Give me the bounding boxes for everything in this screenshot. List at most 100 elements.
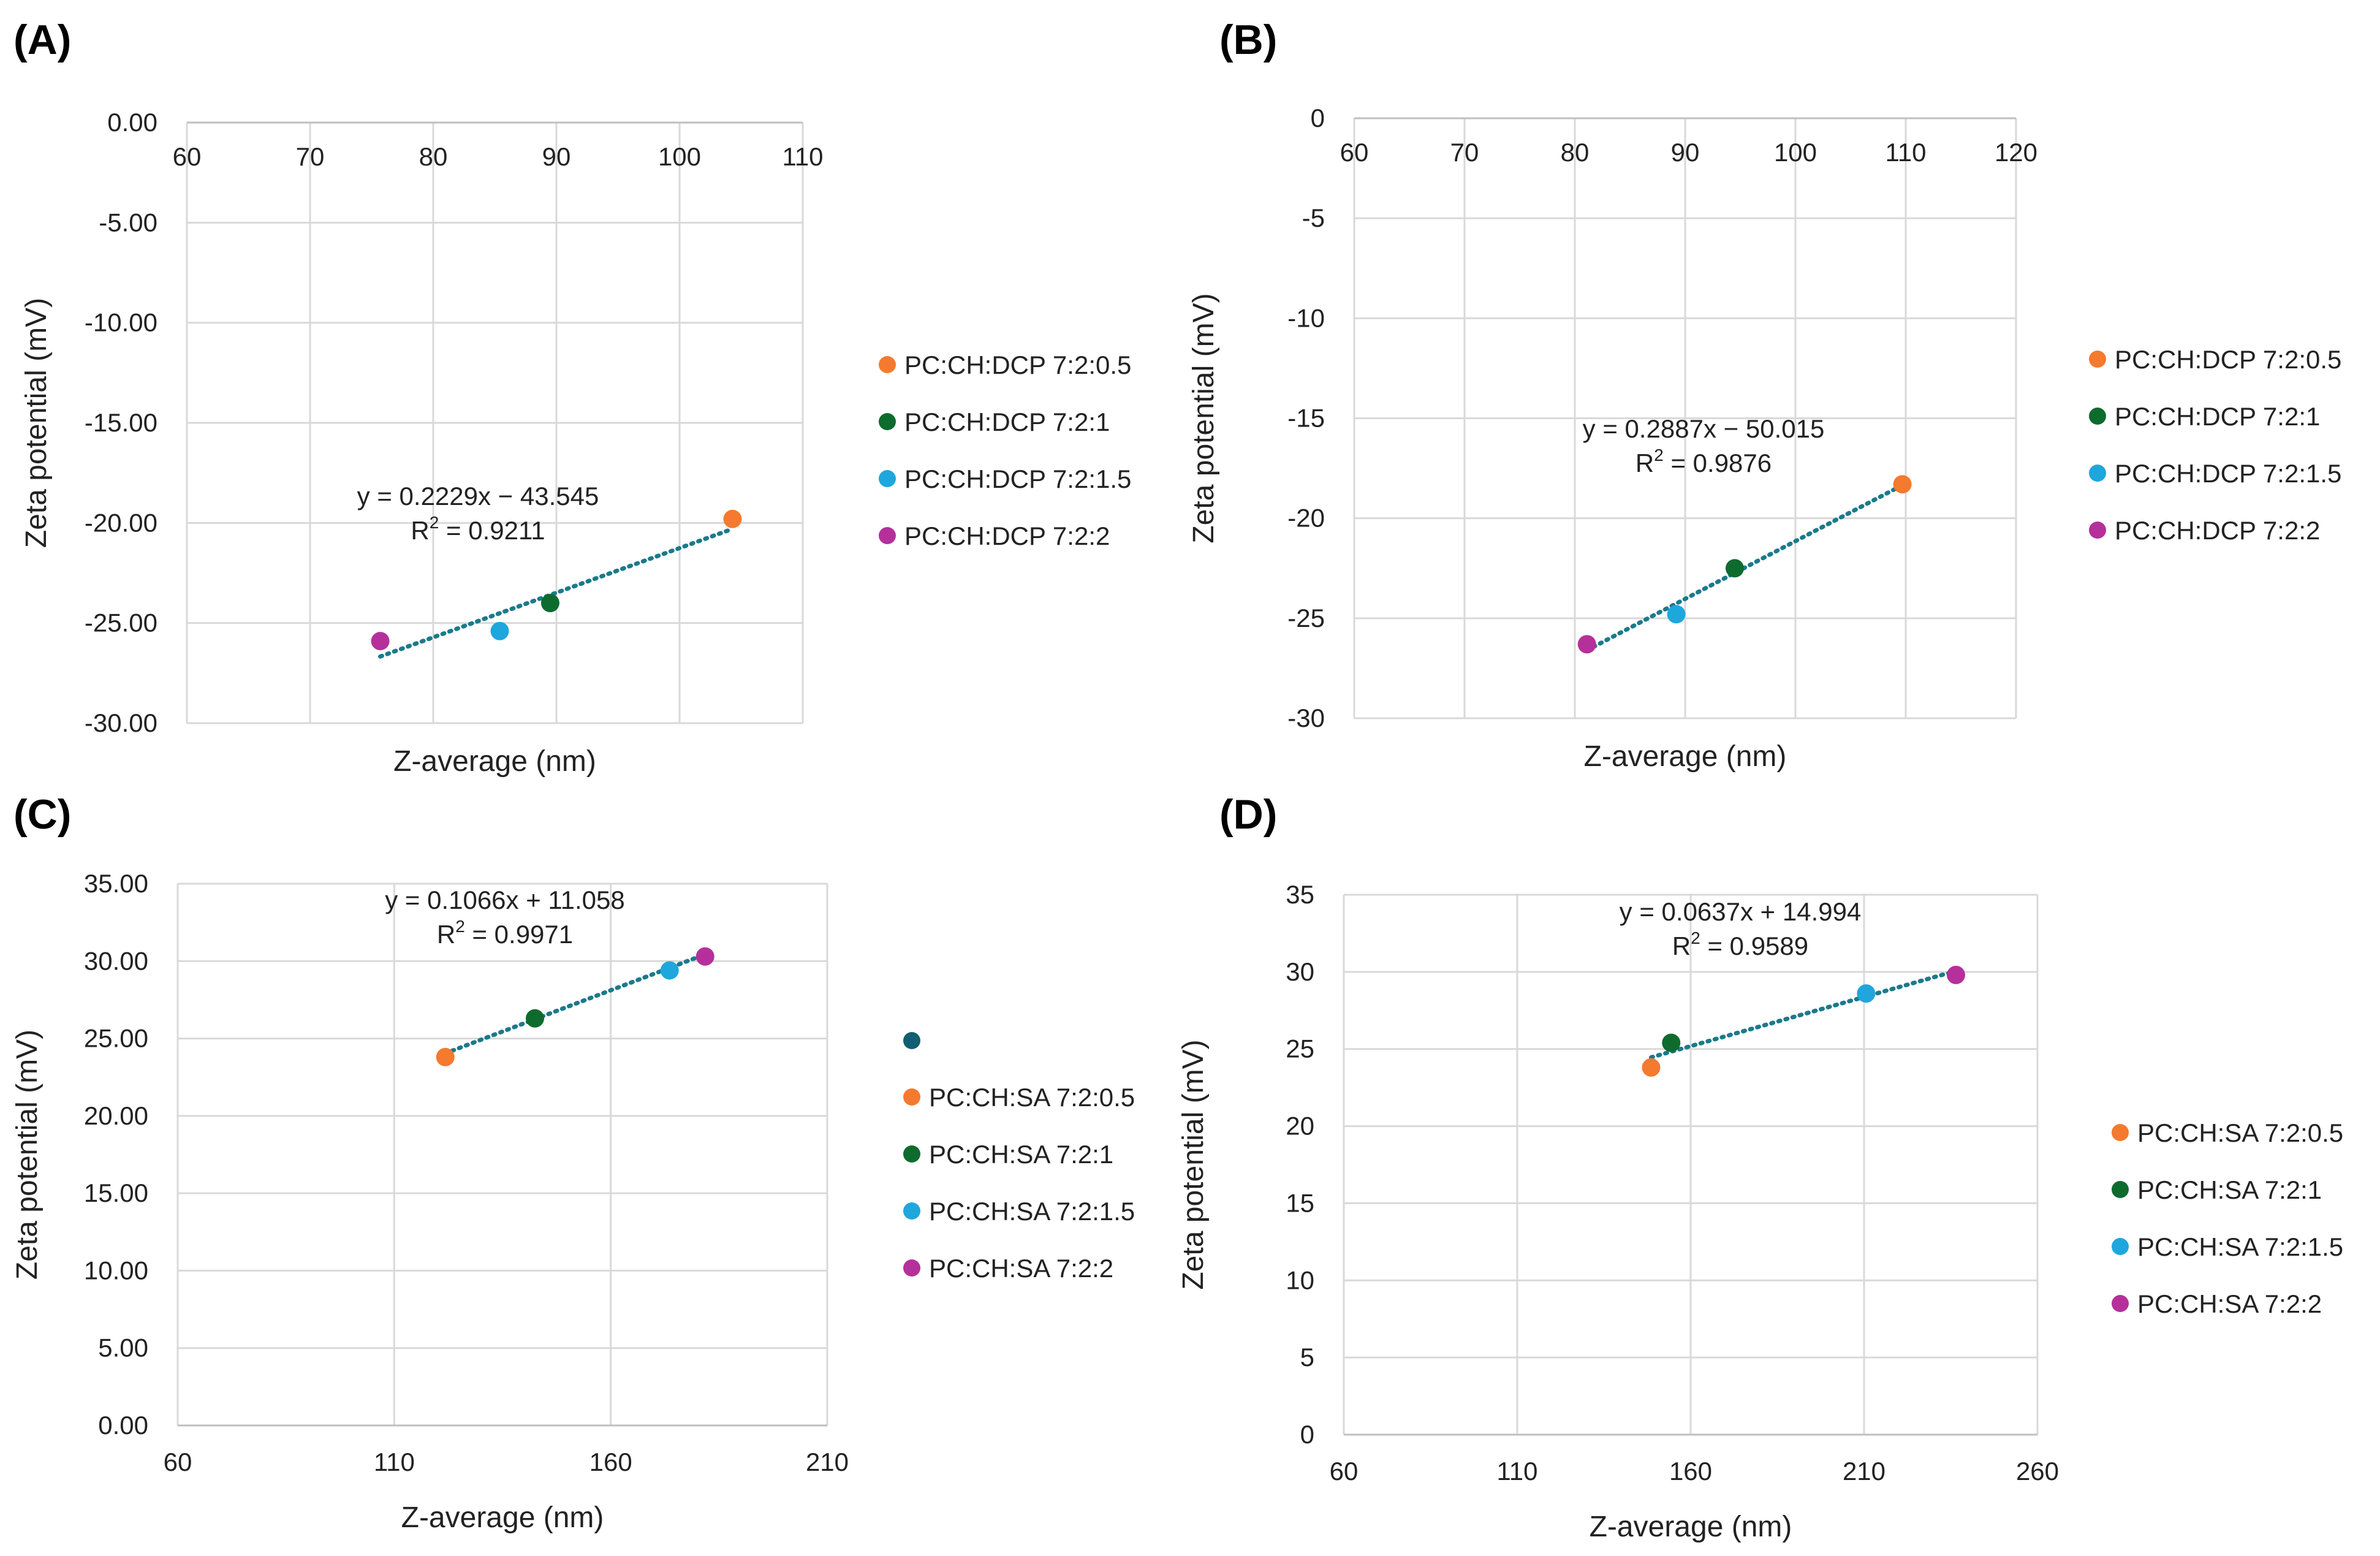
- x-axis-title: Z-average (nm): [401, 1501, 604, 1534]
- legend-marker: [2089, 465, 2106, 482]
- r-squared-exponent: 2: [1691, 928, 1700, 947]
- y-tick-label: 15.00: [84, 1178, 148, 1207]
- y-tick-label: 25: [1286, 1034, 1314, 1063]
- legend-marker: [2112, 1124, 2129, 1141]
- y-tick-label: -30: [1287, 704, 1325, 732]
- legend-marker: [879, 527, 896, 544]
- x-tick-label: 110: [1885, 138, 1927, 167]
- y-tick-label: 35.00: [84, 869, 148, 898]
- x-axis-title: Z-average (nm): [393, 745, 596, 778]
- r-squared-symbol: R: [1672, 932, 1691, 960]
- data-point: [1577, 635, 1596, 654]
- y-tick-label: 30: [1286, 957, 1314, 986]
- legend-entry-label: PC:CH:DCP 7:2:1.5: [904, 465, 1131, 493]
- y-tick-label: -10.00: [85, 308, 157, 337]
- r-squared-label: R2 = 0.9211: [411, 513, 545, 545]
- x-tick-label: 260: [2016, 1457, 2059, 1486]
- y-tick-label: -5.00: [99, 208, 157, 237]
- x-tick-label: 60: [1340, 138, 1369, 167]
- chart-panel-c: (C) 0.00 5.00 10.00 15.00 20.00 25.00 30.00 35.0…: [11, 791, 1135, 1534]
- x-tick-label: 110: [1497, 1457, 1538, 1486]
- y-axis-title: Zeta potential (mV): [11, 1030, 44, 1280]
- y-tick-label: 0: [1300, 1420, 1314, 1449]
- x-tick-label: 60: [1330, 1457, 1359, 1486]
- data-point: [695, 947, 714, 966]
- y-tick-label: 5: [1300, 1343, 1314, 1372]
- legend-entry-label: PC:CH:SA 7:2:1.5: [929, 1197, 1135, 1226]
- r-squared-value: = 0.9876: [1664, 449, 1772, 477]
- y-tick-label: 0.00: [98, 1411, 148, 1440]
- chart-panel-a: (A) 0.00 -5.00 -10.00 -15.00 -20.00 -25.00 -30.…: [13, 17, 1131, 778]
- y-tick-label: -20.00: [85, 508, 157, 537]
- data-point: [1946, 965, 1965, 984]
- data-point: [660, 961, 679, 980]
- y-tick-label: 0.00: [107, 108, 157, 137]
- legend-entry-label: PC:CH:DCP 7:2:2: [904, 522, 1110, 550]
- r-squared-symbol: R: [1635, 449, 1654, 477]
- y-tick-label: 35: [1286, 880, 1314, 909]
- y-tick-label: -30.00: [85, 708, 157, 737]
- legend-marker: [2112, 1295, 2129, 1312]
- x-tick-label: 110: [374, 1448, 415, 1476]
- chart-panel-b: (B) 0 -5 -10 -15 -20 -25 -30 60 70 80 90 100 110 120 Z-…: [1188, 17, 2341, 773]
- legend-entry-label: PC:CH:SA 7:2:1.5: [2137, 1232, 2343, 1261]
- legend-entry-label: PC:CH:DCP 7:2:1: [2115, 402, 2320, 431]
- trendline-equation: y = 0.2229x − 43.545: [357, 482, 599, 510]
- x-tick-label: 160: [589, 1448, 632, 1476]
- y-tick-label: 15: [1286, 1188, 1314, 1217]
- r-squared-label: R2 = 0.9971: [437, 917, 573, 949]
- data-point: [526, 1009, 544, 1028]
- y-tick-label: -25: [1287, 604, 1325, 632]
- legend-marker: [879, 356, 896, 373]
- r-squared-exponent: 2: [430, 513, 439, 532]
- y-axis-title: Zeta potential (mV): [1188, 293, 1220, 543]
- trendline-equation: y = 0.2887x − 50.015: [1583, 414, 1825, 443]
- x-axis-title: Z-average (nm): [1590, 1511, 1792, 1543]
- y-tick-label: -15.00: [85, 408, 157, 437]
- legend-marker: [903, 1202, 920, 1220]
- y-tick-label: 20.00: [84, 1101, 148, 1130]
- legend: PC:CH:DCP 7:2:0.5 PC:CH:DCP 7:2:1 PC:CH:DC…: [879, 351, 1131, 550]
- x-tick-label: 100: [1774, 138, 1817, 167]
- legend-marker: [903, 1088, 920, 1106]
- trendline-equation: y = 0.1066x + 11.058: [385, 886, 625, 914]
- y-tick-label: 30.00: [84, 946, 148, 975]
- legend-marker: [2089, 351, 2106, 368]
- x-tick-label: 70: [1450, 138, 1479, 167]
- legend-entry-label: PC:CH:DCP 7:2:2: [2115, 516, 2320, 545]
- x-tick-label: 60: [173, 142, 202, 171]
- y-tick-label: 10.00: [84, 1256, 148, 1285]
- y-axis-title: Zeta potential (mV): [20, 298, 53, 548]
- data-point: [1642, 1058, 1661, 1077]
- r-squared-symbol: R: [411, 516, 429, 545]
- r-squared-value: = 0.9211: [439, 516, 545, 545]
- x-tick-label: 60: [164, 1448, 192, 1476]
- legend-entry-label: PC:CH:DCP 7:2:1.5: [2115, 459, 2341, 488]
- legend-entry-label: PC:CH:DCP 7:2:0.5: [2115, 345, 2341, 374]
- panel-label: (C): [13, 791, 71, 838]
- legend-entry-label: PC:CH:SA 7:2:2: [2137, 1289, 2322, 1318]
- x-tick-label: 80: [419, 142, 448, 171]
- x-tick-label: 70: [296, 142, 325, 171]
- data-point: [1726, 559, 1744, 578]
- legend-marker: [2112, 1181, 2129, 1198]
- data-point: [1857, 984, 1876, 1003]
- x-tick-label: 90: [542, 142, 571, 171]
- y-tick-label: -25.00: [85, 609, 157, 637]
- x-tick-label: 100: [658, 142, 701, 171]
- y-tick-label: 0: [1311, 104, 1325, 132]
- y-tick-label: 10: [1286, 1266, 1314, 1294]
- y-tick-label: -5: [1302, 203, 1325, 232]
- x-tick-label: 110: [783, 142, 824, 171]
- legend-marker: [903, 1032, 920, 1049]
- data-point: [490, 621, 509, 640]
- legend-entry-label: PC:CH:SA 7:2:1: [2137, 1175, 2322, 1204]
- x-tick-label: 80: [1561, 138, 1590, 167]
- panel-label: (A): [13, 17, 71, 63]
- data-point: [1662, 1033, 1681, 1052]
- legend-entry-label: PC:CH:SA 7:2:0.5: [2137, 1118, 2343, 1147]
- legend-entry-label: PC:CH:SA 7:2:2: [929, 1254, 1113, 1283]
- trendline: [378, 526, 735, 659]
- x-tick-label: 120: [1995, 138, 2037, 167]
